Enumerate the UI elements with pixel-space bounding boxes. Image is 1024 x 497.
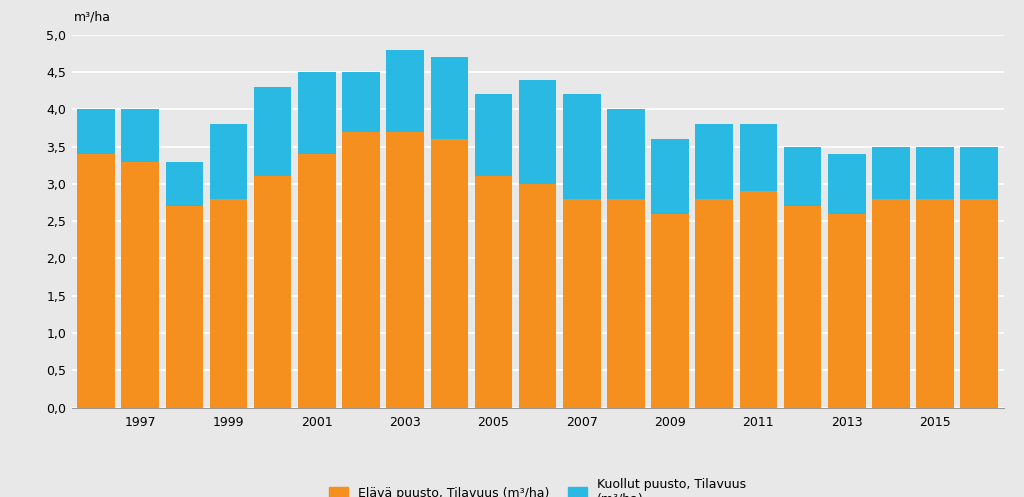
Bar — [783, 147, 821, 206]
Bar — [563, 199, 600, 408]
Bar — [695, 124, 733, 199]
Bar — [430, 139, 468, 408]
Bar — [519, 80, 556, 184]
Bar — [254, 176, 292, 408]
Bar — [607, 109, 645, 199]
Bar — [386, 50, 424, 132]
Bar — [872, 199, 909, 408]
Bar — [607, 199, 645, 408]
Bar — [166, 162, 203, 206]
Legend: Elävä puusto, Tilavuus (m³/ha), Kuollut puusto, Tilavuus
(m³/ha): Elävä puusto, Tilavuus (m³/ha), Kuollut … — [330, 478, 745, 497]
Bar — [651, 214, 689, 408]
Bar — [342, 72, 380, 132]
Bar — [342, 132, 380, 408]
Bar — [916, 147, 953, 199]
Bar — [695, 199, 733, 408]
Bar — [828, 214, 865, 408]
Bar — [475, 176, 512, 408]
Bar — [475, 94, 512, 176]
Text: m³/ha: m³/ha — [74, 10, 111, 23]
Bar — [872, 147, 909, 199]
Bar — [783, 206, 821, 408]
Bar — [166, 206, 203, 408]
Bar — [122, 162, 159, 408]
Bar — [961, 199, 998, 408]
Bar — [739, 191, 777, 408]
Bar — [739, 124, 777, 191]
Bar — [122, 109, 159, 162]
Bar — [386, 132, 424, 408]
Bar — [651, 139, 689, 214]
Bar — [563, 94, 600, 199]
Bar — [519, 184, 556, 408]
Bar — [77, 154, 115, 408]
Bar — [828, 154, 865, 214]
Bar — [298, 72, 336, 154]
Bar — [298, 154, 336, 408]
Bar — [210, 124, 247, 199]
Bar — [210, 199, 247, 408]
Bar — [254, 87, 292, 176]
Bar — [77, 109, 115, 154]
Bar — [430, 57, 468, 139]
Bar — [961, 147, 998, 199]
Bar — [916, 199, 953, 408]
